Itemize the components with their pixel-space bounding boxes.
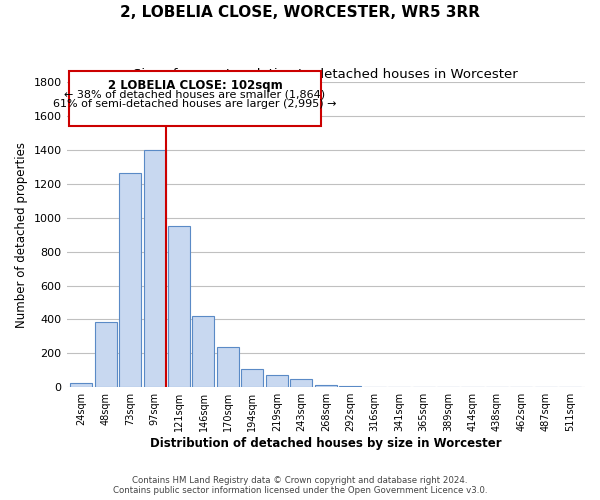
Bar <box>69 70 321 126</box>
Text: 2, LOBELIA CLOSE, WORCESTER, WR5 3RR: 2, LOBELIA CLOSE, WORCESTER, WR5 3RR <box>120 5 480 20</box>
Bar <box>290 378 313 387</box>
Bar <box>217 348 239 387</box>
X-axis label: Distribution of detached houses by size in Worcester: Distribution of detached houses by size … <box>150 437 502 450</box>
Bar <box>315 384 337 387</box>
Title: Size of property relative to detached houses in Worcester: Size of property relative to detached ho… <box>133 68 518 82</box>
Bar <box>143 150 166 387</box>
Text: 61% of semi-detached houses are larger (2,995) →: 61% of semi-detached houses are larger (… <box>53 100 337 110</box>
Bar <box>193 316 214 387</box>
Text: Contains HM Land Registry data © Crown copyright and database right 2024.
Contai: Contains HM Land Registry data © Crown c… <box>113 476 487 495</box>
Y-axis label: Number of detached properties: Number of detached properties <box>15 142 28 328</box>
Bar <box>95 322 116 387</box>
Bar <box>119 173 141 387</box>
Text: ← 38% of detached houses are smaller (1,864): ← 38% of detached houses are smaller (1,… <box>64 89 325 99</box>
Bar <box>241 368 263 387</box>
Bar <box>339 386 361 387</box>
Text: 2 LOBELIA CLOSE: 102sqm: 2 LOBELIA CLOSE: 102sqm <box>107 79 283 92</box>
Bar <box>168 226 190 387</box>
Bar <box>266 376 288 387</box>
Bar <box>70 383 92 387</box>
